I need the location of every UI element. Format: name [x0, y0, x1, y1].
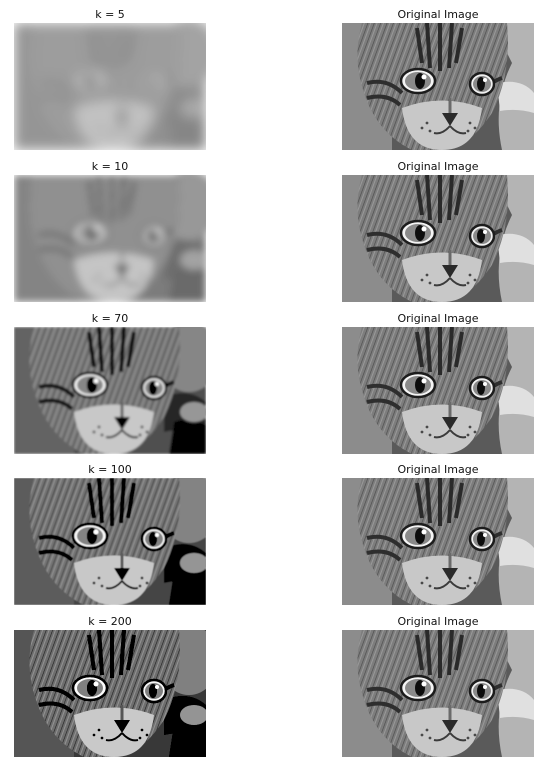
original-cat-image: [342, 630, 534, 757]
right-panel-title: Original Image: [397, 463, 479, 476]
original-cat-image: [342, 327, 534, 454]
reconstructed-cat-image: [14, 327, 206, 454]
original-cat-image: [342, 23, 534, 150]
left-panel-row-2: k = 70: [14, 312, 206, 458]
left-panel-row-1: k = 10: [14, 160, 206, 306]
left-panel-title: k = 5: [95, 8, 125, 21]
right-panel-title: Original Image: [397, 160, 479, 173]
left-panel-row-0: k = 5: [14, 8, 206, 154]
left-panel-title: k = 200: [88, 615, 132, 628]
reconstructed-cat-image: [14, 175, 206, 302]
left-panel-row-3: k = 100: [14, 463, 206, 609]
left-panel-row-4: k = 200: [14, 615, 206, 761]
right-panel-row-2: Original Image: [342, 312, 534, 458]
right-panel-title: Original Image: [397, 615, 479, 628]
reconstructed-cat-image: [14, 478, 206, 605]
left-panel-title: k = 10: [91, 160, 129, 173]
reconstructed-cat-image: [14, 630, 206, 757]
right-panel-title: Original Image: [397, 8, 479, 21]
right-panel-row-0: Original Image: [342, 8, 534, 154]
left-panel-title: k = 100: [88, 463, 132, 476]
original-cat-image: [342, 478, 534, 605]
reconstructed-cat-image: [14, 23, 206, 150]
right-panel-title: Original Image: [397, 312, 479, 325]
left-panel-title: k = 70: [91, 312, 129, 325]
right-panel-row-4: Original Image: [342, 615, 534, 761]
original-cat-image: [342, 175, 534, 302]
right-panel-row-1: Original Image: [342, 160, 534, 306]
right-panel-row-3: Original Image: [342, 463, 534, 609]
